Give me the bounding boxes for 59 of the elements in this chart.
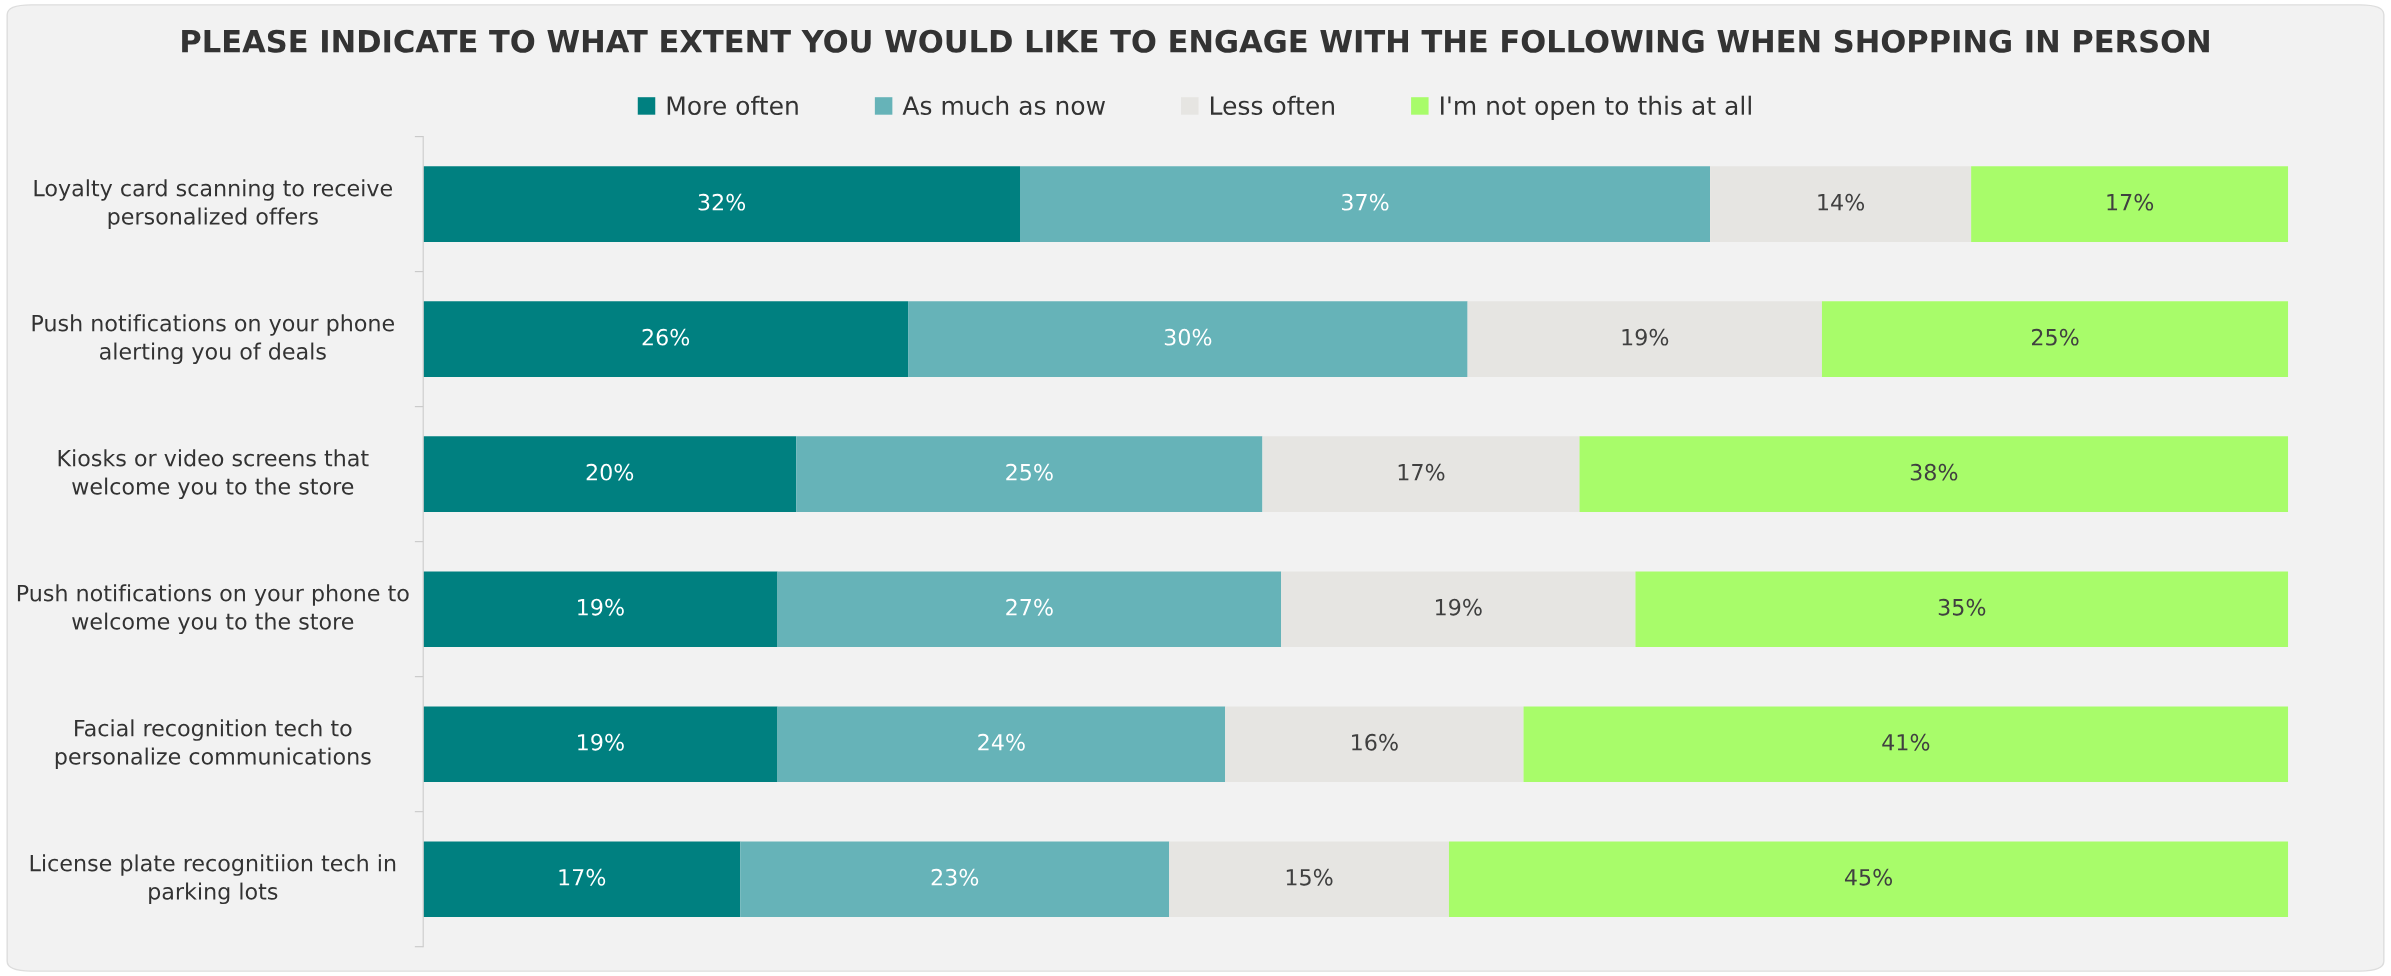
- bar: [1281, 571, 1636, 647]
- chart-title: PLEASE INDICATE TO WHAT EXTENT YOU WOULD LIKE TO ENGAGE WITH THE FOLLOWING WHEN SHOPPING IN PERSON: [182, 29, 2209, 53]
- y-tick-label: License plate recognitiion tech in parking lots: [30, 854, 396, 905]
- data-label: 38%: [1910, 463, 1958, 481]
- data-label: 25%: [2032, 328, 2079, 346]
- data-label: 17%: [559, 868, 606, 886]
- bar: [908, 301, 1468, 377]
- data-label: 35%: [1938, 598, 1986, 616]
- bar: [777, 571, 1282, 647]
- y-tick-label: Push notifications on your phone alerting you of deals: [32, 314, 394, 365]
- bar: [1710, 166, 1972, 242]
- data-label: 37%: [1342, 193, 1389, 211]
- data-label: 17%: [2107, 193, 2154, 211]
- bar: [423, 706, 778, 782]
- legend-label: Less often: [1210, 95, 1334, 116]
- bar: [1523, 706, 2289, 782]
- data-label: 26%: [642, 328, 690, 346]
- bar: [1821, 301, 2289, 377]
- bar: [1169, 841, 1449, 918]
- legend-label: More often: [667, 95, 798, 116]
- data-label: 25%: [1006, 463, 1053, 481]
- bar: [423, 301, 909, 377]
- bar: [740, 841, 1170, 918]
- data-label: 19%: [578, 598, 624, 616]
- data-label: 24%: [978, 733, 1025, 751]
- data-label: 19%: [1436, 598, 1482, 616]
- bar: [423, 436, 797, 512]
- bar: [1262, 436, 1580, 512]
- bar: [1448, 841, 2289, 918]
- legend-label: As much as now: [902, 95, 1105, 116]
- bar: [777, 706, 1226, 782]
- data-label: 19%: [578, 733, 624, 751]
- bar: [1971, 166, 2289, 242]
- legend-label: I'm not open to this at all: [1441, 95, 1751, 120]
- data-label: 41%: [1882, 733, 1930, 751]
- data-label: 23%: [931, 868, 979, 886]
- data-label: 45%: [1844, 868, 1893, 886]
- data-label: 27%: [1006, 598, 1053, 616]
- bar: [1635, 571, 2289, 647]
- y-tick-label: Facial recognition tech to personalize communications: [55, 719, 371, 770]
- data-label: 14%: [1818, 193, 1865, 211]
- bar: [423, 571, 778, 647]
- bar: [1020, 166, 1711, 242]
- data-label: 32%: [698, 193, 746, 211]
- y-tick-label: Loyalty card scanning to receive personalized offers: [34, 179, 393, 230]
- bar: [1579, 436, 2289, 512]
- data-label: 16%: [1352, 733, 1398, 751]
- data-label: 20%: [586, 463, 634, 481]
- bar: [1467, 301, 1822, 377]
- bar: [1225, 706, 1524, 782]
- data-label: 17%: [1398, 463, 1445, 481]
- bar: [423, 841, 741, 918]
- bar: [423, 166, 1020, 242]
- data-label: 19%: [1622, 328, 1669, 346]
- bar: [796, 436, 1263, 512]
- data-label: 15%: [1286, 868, 1333, 886]
- y-tick-label: Kiosks or video screens that welcome you to the store: [58, 449, 369, 500]
- data-label: 30%: [1164, 328, 1212, 346]
- y-tick-label: Push notifications on your phone to welcome you to the store: [17, 584, 409, 635]
